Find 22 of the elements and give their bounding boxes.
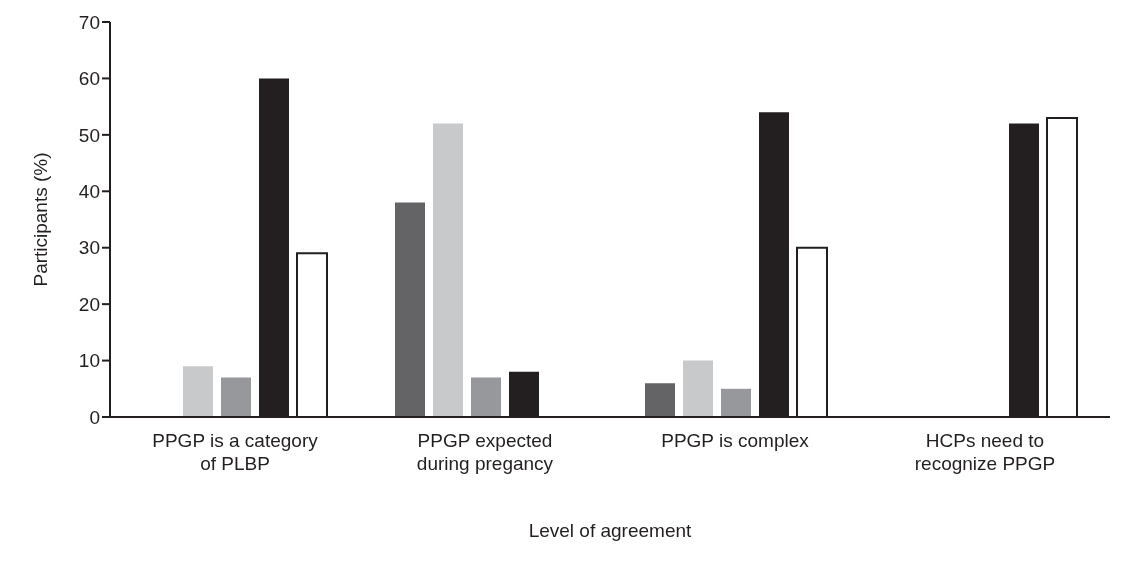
x-tick-label: PPGP expected during pregancy	[416, 430, 554, 474]
x-axis-title: Level of agreement	[528, 520, 693, 541]
y-tick-label: 50	[78, 124, 100, 146]
bar	[645, 383, 675, 417]
y-tick-label: 60	[78, 68, 100, 90]
bar	[471, 377, 501, 417]
bar	[395, 202, 425, 417]
x-tick-label: PPGP is a category of PLBP	[152, 430, 319, 474]
y-tick-label: 40	[78, 181, 100, 203]
y-tick-label: 30	[78, 237, 100, 259]
bar	[721, 388, 751, 417]
y-tick-label: 70	[78, 11, 100, 33]
y-tick-label: 10	[78, 350, 100, 372]
y-tick-label: 20	[78, 293, 100, 315]
y-tick-label: 0	[89, 406, 100, 428]
x-tick-label: HCPs need to recognize PPGP	[914, 430, 1056, 474]
bar	[433, 123, 463, 417]
y-axis-title: Participants (%)	[29, 152, 51, 287]
bar	[221, 377, 251, 417]
bar	[183, 366, 213, 417]
bar	[683, 360, 713, 417]
x-tick-label: PPGP is complex	[661, 430, 810, 451]
